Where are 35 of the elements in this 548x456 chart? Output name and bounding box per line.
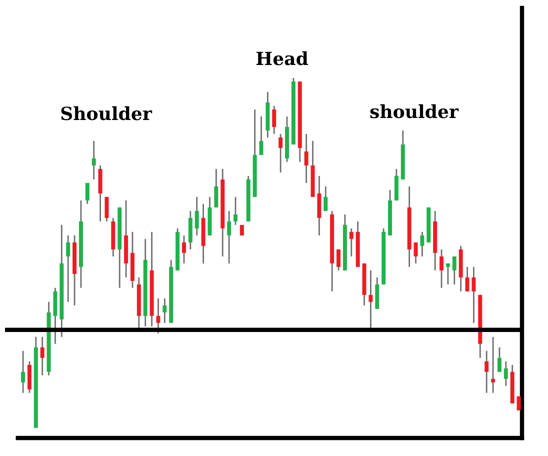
candlestick: [484, 350, 489, 394]
candlestick: [233, 196, 238, 226]
candlestick: [272, 105, 276, 135]
candlestick: [497, 346, 502, 373]
candlestick: [194, 196, 199, 236]
candlestick: [349, 228, 354, 258]
candlestick: [465, 266, 470, 292]
candlestick: [156, 298, 160, 334]
candlestick: [368, 270, 373, 331]
candlestick: [162, 298, 167, 324]
annotation: shoulder: [370, 104, 459, 118]
annotation: Shoulder: [61, 106, 152, 120]
candlestick: [214, 168, 218, 208]
candlestick: [182, 234, 186, 264]
candlestick: [446, 262, 450, 286]
candlestick: [227, 210, 232, 264]
candlestick: [420, 231, 424, 258]
candlestick: [92, 140, 96, 180]
candlestick: [336, 248, 341, 272]
candlestick: [66, 234, 70, 303]
candlestick: [504, 360, 508, 387]
candlestick: [21, 350, 26, 394]
candlestick: [304, 133, 308, 184]
candlestick: [491, 336, 496, 394]
candlestick: [414, 242, 418, 264]
candlestick: [472, 266, 476, 324]
candlestick: [440, 248, 444, 289]
candlestick: [324, 186, 328, 212]
candlestick: [85, 182, 90, 205]
candlestick: [104, 196, 109, 222]
candlestick: [278, 133, 283, 174]
candlestick: [452, 256, 456, 286]
text: Head: [256, 51, 308, 66]
candlestick: [40, 336, 44, 376]
candlestick: [516, 396, 521, 412]
